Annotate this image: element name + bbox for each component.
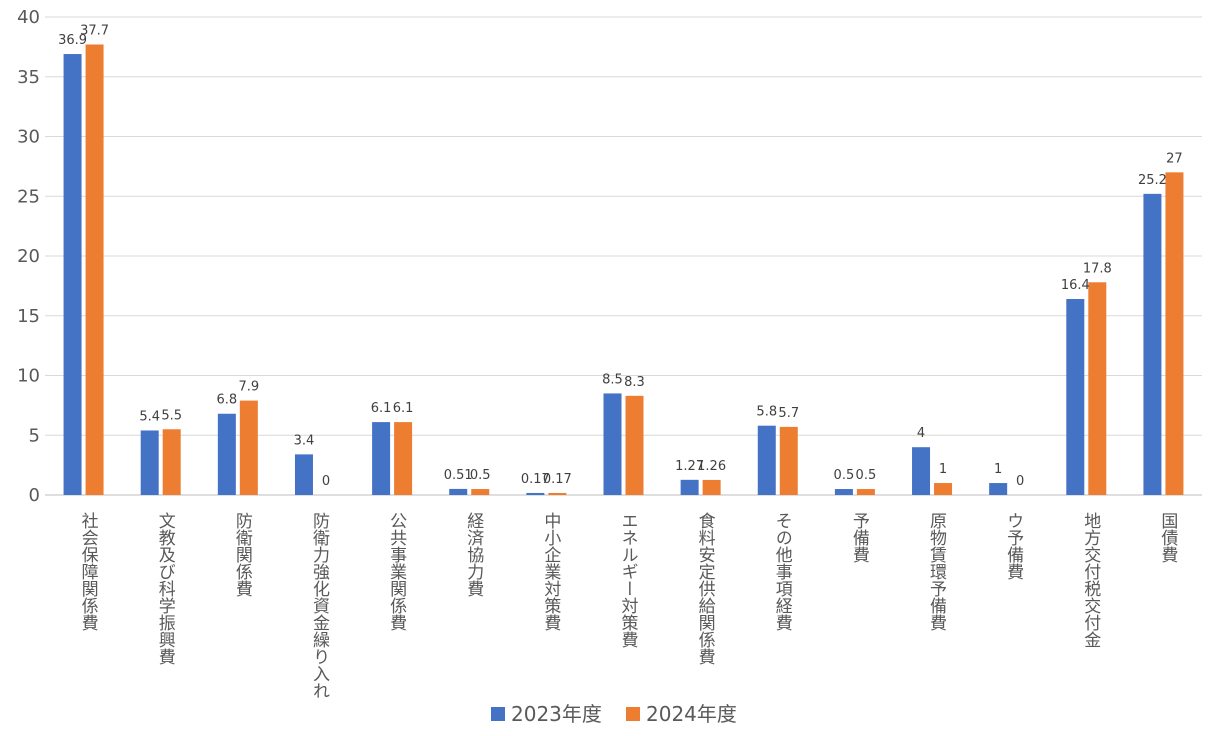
data-label: 0.17 bbox=[521, 472, 550, 487]
x-category-label: 国債費 bbox=[1157, 512, 1178, 563]
data-label: 3.4 bbox=[294, 433, 315, 448]
bar-2024年度 bbox=[162, 429, 181, 495]
x-category-label: その他事項経費 bbox=[772, 512, 793, 631]
data-label: 0.5 bbox=[856, 468, 877, 483]
y-tick-label: 35 bbox=[17, 67, 40, 88]
data-label: 6.1 bbox=[371, 401, 392, 416]
data-label: 27 bbox=[1166, 151, 1183, 166]
bar-2024年度 bbox=[394, 422, 413, 495]
data-label: 1.27 bbox=[675, 459, 704, 474]
bars bbox=[63, 44, 1184, 496]
y-tick-label: 0 bbox=[29, 485, 40, 506]
data-label: 8.5 bbox=[602, 372, 623, 387]
x-category-label: 防衛関係費 bbox=[232, 512, 253, 597]
x-category-label: 社会保障関係費 bbox=[78, 512, 99, 631]
bar-2024年度 bbox=[239, 400, 258, 495]
legend-swatch-2023 bbox=[491, 707, 505, 721]
bar-2024年度 bbox=[779, 426, 798, 495]
bar-2024年度 bbox=[856, 489, 875, 495]
bar-2023年度 bbox=[834, 489, 853, 495]
data-label: 5.4 bbox=[139, 409, 160, 424]
x-category-label: ウ予備費 bbox=[1003, 512, 1024, 580]
data-label: 16.4 bbox=[1061, 278, 1090, 293]
y-tick-label: 10 bbox=[17, 366, 40, 387]
x-category-label: エネルギー対策費 bbox=[618, 512, 639, 648]
bar-2024年度 bbox=[1088, 282, 1107, 495]
legend-swatch-2024 bbox=[626, 707, 640, 721]
x-category-label: 地方交付税交付金 bbox=[1080, 512, 1101, 648]
bar-2024年度 bbox=[702, 479, 721, 495]
data-label: 0.51 bbox=[444, 468, 473, 483]
x-category-label: 文教及び科学振興費 bbox=[155, 512, 176, 665]
bar-2024年度 bbox=[548, 492, 567, 495]
bar-2023年度 bbox=[757, 425, 776, 495]
data-label: 7.9 bbox=[238, 380, 259, 395]
legend-label-2024: 2024年度 bbox=[646, 702, 737, 726]
bar-2023年度 bbox=[1066, 299, 1085, 495]
bar-2023年度 bbox=[372, 422, 391, 495]
y-tick-label: 5 bbox=[29, 425, 40, 446]
data-label: 25.2 bbox=[1138, 173, 1167, 188]
data-label: 4 bbox=[917, 426, 925, 441]
data-label: 6.1 bbox=[393, 401, 414, 416]
bar-2024年度 bbox=[85, 44, 104, 496]
x-category-label: 経済協力費 bbox=[463, 512, 484, 597]
bar-2023年度 bbox=[140, 430, 159, 495]
bar-2023年度 bbox=[1143, 193, 1162, 496]
data-label: 1 bbox=[939, 462, 947, 477]
data-label: 1.26 bbox=[697, 459, 726, 474]
x-category-label: 防衛力強化資金繰り入れ bbox=[309, 512, 330, 699]
bar-2023年度 bbox=[63, 54, 82, 496]
data-label: 0 bbox=[1016, 474, 1024, 489]
y-tick-label: 20 bbox=[17, 246, 40, 267]
data-label: 1 bbox=[994, 462, 1002, 477]
y-tick-label: 25 bbox=[17, 186, 40, 207]
data-label: 0.5 bbox=[834, 468, 855, 483]
data-label: 36.9 bbox=[58, 33, 87, 48]
bar-2023年度 bbox=[680, 479, 699, 495]
bar-2023年度 bbox=[217, 413, 236, 495]
legend: 2023年度 2024年度 bbox=[491, 702, 737, 726]
x-category-label: 原物賃環予備費 bbox=[926, 512, 947, 631]
data-label: 5.5 bbox=[161, 408, 182, 423]
bar-2024年度 bbox=[1165, 172, 1184, 495]
bar-2023年度 bbox=[449, 488, 468, 495]
y-tick-label: 30 bbox=[17, 127, 40, 148]
x-category-label: 中小企業対策費 bbox=[540, 512, 561, 631]
y-axis: 0 5 10 15 20 25 30 35 40 bbox=[17, 7, 40, 506]
y-tick-label: 15 bbox=[17, 306, 40, 327]
data-label: 6.8 bbox=[216, 393, 237, 408]
data-label: 17.8 bbox=[1083, 261, 1112, 276]
bar-2023年度 bbox=[603, 393, 622, 495]
bar-2023年度 bbox=[989, 483, 1008, 495]
data-label: 0.5 bbox=[470, 468, 491, 483]
gridlines bbox=[45, 16, 1202, 496]
x-category-label: 食料安定供給関係費 bbox=[695, 512, 716, 665]
bar-2024年度 bbox=[934, 483, 953, 495]
bar-2023年度 bbox=[526, 492, 545, 495]
x-category-label: 公共事業関係費 bbox=[386, 512, 407, 631]
data-label: 0.17 bbox=[543, 472, 572, 487]
bar-2024年度 bbox=[471, 489, 490, 495]
data-label: 8.3 bbox=[624, 375, 645, 390]
data-label: 0 bbox=[322, 474, 330, 489]
data-label: 37.7 bbox=[80, 23, 109, 38]
bar-2023年度 bbox=[912, 447, 931, 495]
data-labels: 36.937.75.4 5.56.87.93.406.1 6.10.510.5 0.1… bbox=[58, 23, 1183, 489]
x-category-label: 予備費 bbox=[849, 512, 870, 563]
bar-2023年度 bbox=[294, 454, 313, 495]
legend-label-2023: 2023年度 bbox=[511, 702, 602, 726]
data-label: 5.7 bbox=[778, 406, 799, 421]
data-label: 5.8 bbox=[756, 405, 777, 420]
y-tick-label: 40 bbox=[17, 7, 40, 28]
bar-2024年度 bbox=[625, 395, 644, 495]
x-axis-categories: 社会保障関係費 文教及び科学振興費 防衛関係費 防衛力強化資金繰り入れ 公共事業関係費 経… bbox=[78, 512, 1178, 699]
